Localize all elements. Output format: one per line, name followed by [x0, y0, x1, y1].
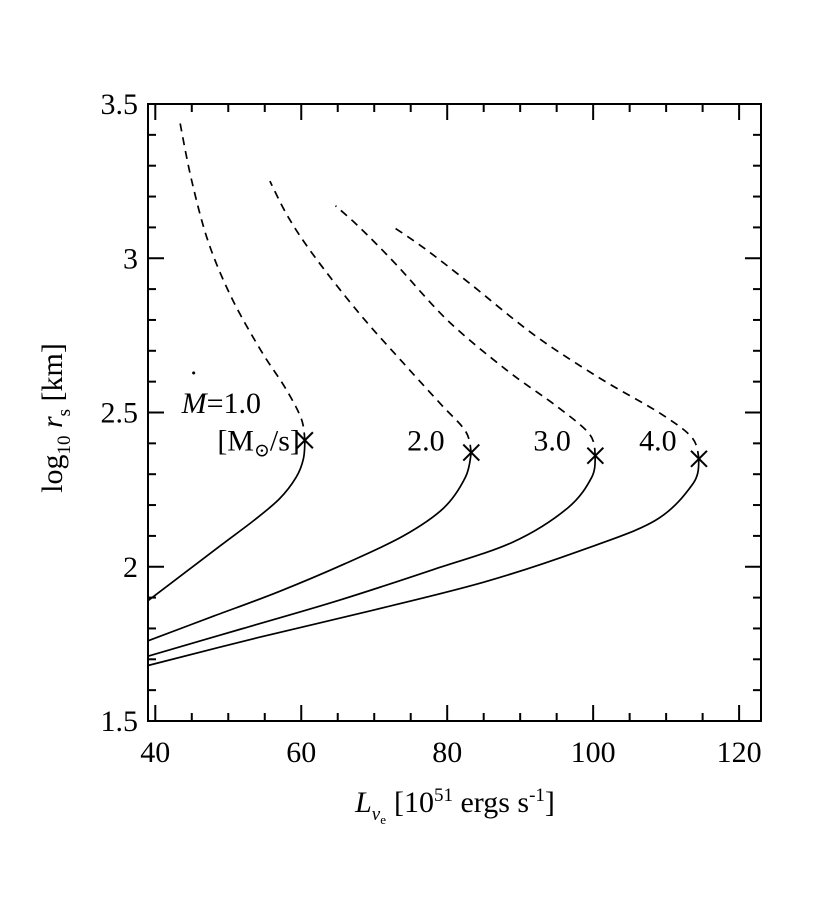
mdot-units-label: [M⊙/s]: [217, 424, 300, 461]
x-label-subsub: e: [380, 812, 386, 827]
x-label-close: ]: [545, 786, 555, 819]
series-label-2: 2.0: [407, 424, 445, 457]
y-label-sub2: s: [54, 409, 75, 416]
marker-stroke: [296, 431, 314, 449]
series-1-0-stable-line: [147, 440, 306, 602]
ticks: [148, 103, 761, 722]
units-open: [M: [217, 424, 254, 457]
y-tick-label: 2.5: [101, 397, 139, 430]
y-tick-label: 2: [123, 551, 138, 584]
y-tick-label: 1.5: [101, 705, 139, 738]
x-label-symbol: L: [354, 786, 372, 819]
sun-symbol: ⊙: [254, 440, 270, 461]
series-4-0-unstable-line: [393, 226, 700, 460]
mdot-dot-accent: ˙: [189, 365, 199, 398]
series-2-0-unstable-line: [269, 180, 473, 453]
x-tick-label: 100: [571, 736, 616, 769]
series-label-4: 4.0: [639, 424, 677, 457]
series-4-0-critical-marker: [690, 450, 708, 468]
curves: [147, 119, 700, 667]
y-label-symbol: r: [36, 416, 69, 436]
tick-labels: 40 60 80 100 120 1.5 2 2.5 3 3.5: [101, 88, 762, 769]
marker-stroke: [462, 443, 480, 462]
series-4-0-stable-line: [147, 458, 700, 667]
x-label-exp2: -1: [529, 785, 545, 806]
x-tick-label: 120: [717, 736, 762, 769]
series-3-0-stable-line: [147, 455, 597, 658]
critical-markers: [296, 431, 708, 468]
series-3-0-unstable-line: [334, 205, 597, 456]
units-close: /s]: [270, 424, 300, 457]
mdot-value: =1.0: [207, 387, 261, 420]
mdot-label: M=1.0: [181, 387, 261, 420]
series-label-3: 3.0: [533, 424, 571, 457]
series-1-0-unstable-line: [178, 119, 306, 441]
y-label-sub: 10: [54, 436, 75, 455]
x-axis-label: Lνe [1051 ergs s-1]: [354, 785, 555, 827]
series-2-0-stable-line: [147, 452, 473, 642]
y-label-units: [km]: [36, 343, 69, 409]
series-2-0-critical-marker: [462, 443, 480, 462]
x-label-exp: 51: [434, 785, 453, 806]
y-label-prefix: log: [36, 455, 69, 493]
x-tick-label: 80: [432, 736, 462, 769]
x-label-units2: ergs s: [453, 786, 529, 819]
marker-stroke: [690, 450, 708, 468]
x-tick-label: 60: [286, 736, 316, 769]
series-1-0-critical-marker: [296, 431, 314, 449]
series-3-0-critical-marker: [586, 446, 605, 465]
y-tick-label: 3.5: [101, 88, 139, 121]
y-tick-label: 3: [123, 242, 138, 275]
y-axis-label: log10 rs [km]: [36, 343, 75, 493]
annotations: M=1.0 ˙ [M⊙/s] 2.0 3.0 4.0: [181, 365, 677, 461]
mdot-symbol: M: [181, 387, 209, 420]
marker-stroke: [586, 446, 605, 465]
x-label-units: [10: [394, 786, 434, 819]
x-tick-label: 40: [140, 736, 170, 769]
x-label-sub: ν: [372, 804, 381, 825]
